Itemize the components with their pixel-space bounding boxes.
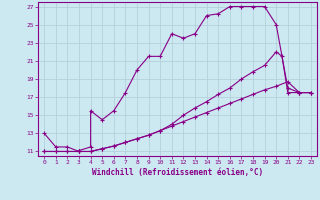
X-axis label: Windchill (Refroidissement éolien,°C): Windchill (Refroidissement éolien,°C) — [92, 168, 263, 177]
